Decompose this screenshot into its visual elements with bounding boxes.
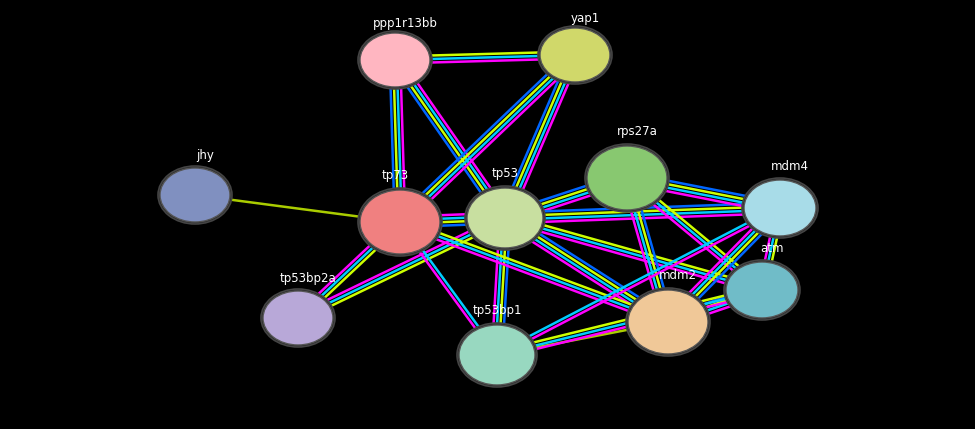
- Ellipse shape: [587, 146, 667, 210]
- Ellipse shape: [724, 260, 800, 320]
- Ellipse shape: [744, 180, 816, 236]
- Ellipse shape: [626, 288, 710, 356]
- Ellipse shape: [726, 262, 798, 318]
- Ellipse shape: [465, 186, 545, 250]
- Ellipse shape: [457, 323, 537, 387]
- Text: yap1: yap1: [570, 12, 600, 25]
- Ellipse shape: [467, 188, 543, 248]
- Text: tp53: tp53: [491, 167, 519, 180]
- Ellipse shape: [538, 26, 612, 84]
- Ellipse shape: [263, 291, 333, 345]
- Ellipse shape: [742, 178, 818, 238]
- Text: atm: atm: [760, 242, 784, 255]
- Text: rps27a: rps27a: [616, 125, 657, 138]
- Ellipse shape: [540, 28, 610, 82]
- Text: tp53bp1: tp53bp1: [472, 304, 522, 317]
- Ellipse shape: [358, 188, 442, 256]
- Ellipse shape: [585, 144, 669, 212]
- Text: tp53bp2a: tp53bp2a: [280, 272, 336, 285]
- Ellipse shape: [160, 168, 230, 222]
- Ellipse shape: [459, 325, 535, 385]
- Text: jhy: jhy: [196, 149, 214, 162]
- Ellipse shape: [360, 190, 440, 254]
- Ellipse shape: [261, 289, 335, 347]
- Text: mdm4: mdm4: [771, 160, 809, 173]
- Ellipse shape: [360, 33, 430, 87]
- Ellipse shape: [628, 290, 708, 354]
- Text: mdm2: mdm2: [659, 269, 697, 282]
- Ellipse shape: [358, 31, 432, 89]
- Text: tp73: tp73: [381, 169, 409, 182]
- Ellipse shape: [158, 166, 232, 224]
- Text: ppp1r13bb: ppp1r13bb: [372, 17, 438, 30]
